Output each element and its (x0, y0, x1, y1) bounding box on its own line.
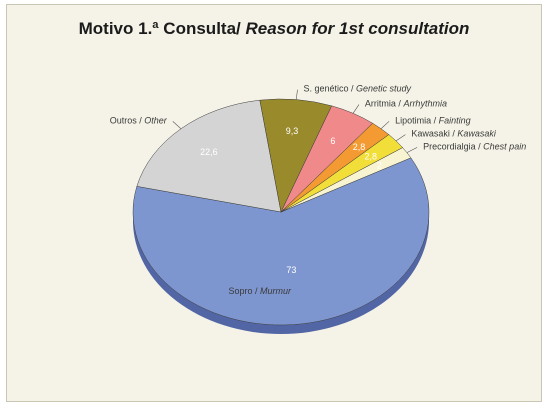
leader-line-kawasaki (396, 135, 405, 141)
value-label-genetic-study: 9,3 (286, 126, 299, 136)
category-label-genetic-study: S. genético / Genetic study (303, 84, 411, 94)
leader-line-genetic-study (296, 90, 297, 100)
value-label-other: 22,6 (200, 147, 218, 157)
leader-line-other (173, 121, 181, 128)
category-label-chest-pain: Precordialgia / Chest pain (423, 141, 526, 151)
value-label-chest-pain: 2 (377, 161, 382, 171)
leader-line-arrhythmia (353, 105, 359, 114)
value-label-murmur: 73 (286, 265, 296, 275)
category-label-arrhythmia: Arritmia / Arrhythmia (365, 99, 447, 109)
leader-line-chest-pain (407, 147, 417, 152)
value-label-kawasaki: 2,8 (364, 152, 377, 162)
category-label-murmur: Sopro / Murmur (228, 286, 292, 296)
category-label-fainting: Lipotimia / Fainting (395, 115, 471, 125)
category-label-other: Outros / Other (110, 115, 168, 125)
value-label-fainting: 2,8 (353, 142, 366, 152)
leader-line-fainting (381, 121, 389, 128)
category-label-kawasaki: Kawasaki / Kawasaki (411, 129, 497, 139)
value-label-arrhythmia: 6 (330, 136, 335, 146)
